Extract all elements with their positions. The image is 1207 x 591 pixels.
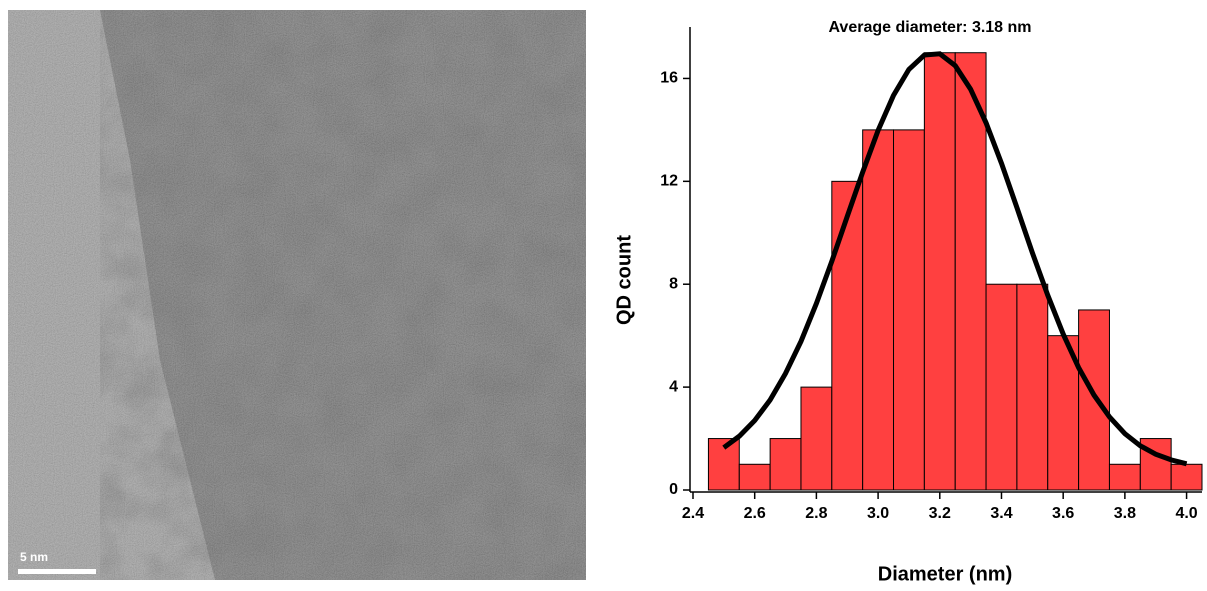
bar (1047, 335, 1080, 491)
x-tick-label: 3.6 (1052, 505, 1074, 522)
x-tick-label: 2.8 (805, 505, 827, 522)
bar (985, 283, 1018, 491)
fit-curve (722, 51, 1188, 467)
y-tick-label: 0 (669, 481, 678, 498)
scale-bar-label: 5 nm (20, 550, 48, 564)
y-axis-label: QD count (613, 235, 635, 325)
bar (707, 438, 740, 491)
x-tick-label: 3.2 (929, 505, 951, 522)
bar (862, 129, 895, 491)
bar (831, 180, 864, 491)
y-tick-label: 12 (660, 173, 678, 190)
bar (800, 386, 833, 491)
x-tick-label: 3.0 (867, 505, 889, 522)
plot-area: 0 4 8 12 16 2.4 2.6 2.8 3.0 3.2 3.4 3.6 3.8 4.0 (660, 27, 1203, 522)
x-tick-label: 3.4 (990, 505, 1012, 522)
bar (769, 438, 802, 491)
x-tick-label: 3.8 (1114, 505, 1136, 522)
x-axis-label: Diameter (nm) (878, 563, 1012, 585)
bar (1016, 283, 1049, 491)
bar (954, 52, 987, 491)
y-tick-label: 8 (669, 275, 678, 292)
bar (1170, 463, 1203, 491)
x-tick-label: 2.6 (744, 505, 766, 522)
y-tick-label: 4 (669, 378, 678, 395)
bar (1078, 309, 1110, 491)
x-tick-label: 2.4 (682, 505, 704, 522)
x-tick-label: 4.0 (1175, 505, 1197, 522)
tem-image: 5 nm (8, 10, 586, 580)
bar (923, 52, 956, 491)
y-tick-label: 16 (660, 70, 678, 87)
bar (738, 463, 771, 491)
bar (893, 129, 925, 491)
bar (1108, 463, 1141, 491)
scale-bar (18, 569, 96, 574)
chart-title: Average diameter: 3.18 nm (828, 19, 1031, 36)
